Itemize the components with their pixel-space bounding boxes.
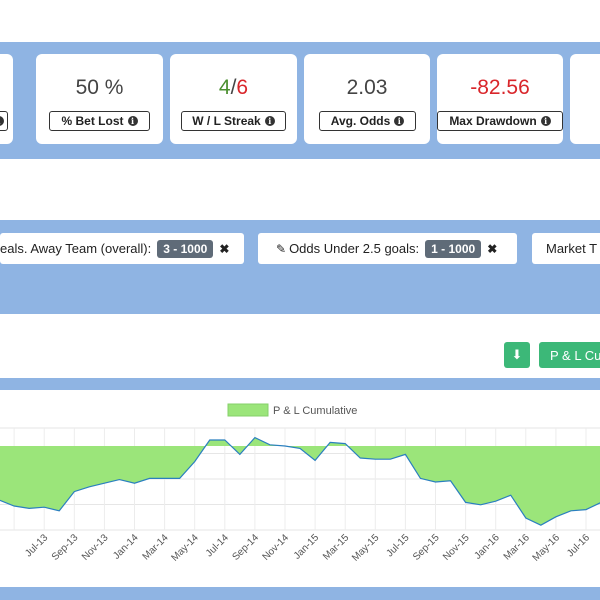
download-icon: ⬇ bbox=[511, 347, 523, 362]
x-tick-label: May-16 bbox=[531, 532, 563, 564]
stat-label-max-drawdown[interactable]: Max Drawdown i bbox=[437, 111, 563, 131]
stat-label-text: Avg. Odds bbox=[330, 114, 391, 128]
x-tick-label: Sep-14 bbox=[230, 532, 261, 563]
stat-label-avg-odds[interactable]: Avg. Odds i bbox=[319, 111, 416, 131]
pnl-area bbox=[0, 437, 600, 526]
filter-badge: 1 - 1000 bbox=[425, 239, 482, 258]
chart-type-button[interactable]: P & L Cu bbox=[539, 342, 600, 368]
x-tick-label: Jan-15 bbox=[292, 532, 322, 562]
x-tick-label: Sep-13 bbox=[50, 532, 81, 563]
x-tick-label: Sep-15 bbox=[411, 532, 442, 563]
pencil-icon: ✎ bbox=[276, 241, 287, 256]
info-icon[interactable]: i bbox=[264, 116, 275, 126]
stat-value-max-drawdown: -82.56 bbox=[470, 76, 530, 99]
filter-text: Odds Under 2.5 goals: bbox=[289, 241, 420, 256]
info-icon[interactable]: i bbox=[394, 116, 405, 126]
x-tick-label: Jan-14 bbox=[111, 532, 141, 562]
stat-label-text: % Bet Lost bbox=[61, 114, 124, 128]
stat-value-wl-streak: 4/6 bbox=[170, 76, 297, 100]
stat-label-text: W / L Streak bbox=[192, 114, 261, 128]
streak-separator: / bbox=[230, 76, 237, 99]
x-tick-label: Mar-14 bbox=[141, 532, 171, 562]
filter-chip-market[interactable]: Market T bbox=[532, 233, 600, 264]
stat-label-partial[interactable]: i bbox=[0, 111, 8, 131]
remove-filter-icon[interactable]: ✖ bbox=[487, 241, 498, 256]
x-tick-label: Mar-16 bbox=[502, 532, 532, 562]
x-tick-label: Nov-13 bbox=[80, 532, 111, 563]
x-tick-label: Nov-14 bbox=[261, 532, 292, 563]
x-tick-label: Nov-15 bbox=[441, 532, 472, 563]
streak-losses: 6 bbox=[236, 76, 249, 99]
x-tick-label: Mar-15 bbox=[321, 532, 351, 562]
x-tick-label: Jul-15 bbox=[384, 532, 411, 559]
filter-chip-away-team[interactable]: eals. Away Team (overall): 3 - 1000 ✖ bbox=[0, 233, 244, 264]
pnl-chart: P & L Cumulative Jul-13 Sep-13 Nov-13 Jan-1… bbox=[0, 403, 600, 564]
legend-label: P & L Cumulative bbox=[273, 405, 357, 417]
streak-wins: 4 bbox=[218, 76, 231, 99]
stat-card-wl-streak: 4/6 W / L Streak i bbox=[170, 54, 297, 144]
remove-filter-icon[interactable]: ✖ bbox=[219, 241, 230, 256]
stat-card-partial-right bbox=[570, 54, 600, 144]
chart-panel: P & L Cumulative Jul-13 Sep-13 Nov-13 Jan-1… bbox=[0, 390, 600, 587]
stat-card-partial-left: i bbox=[0, 54, 13, 144]
filter-text: eals. Away Team (overall): bbox=[0, 241, 152, 256]
filter-badge: 3 - 1000 bbox=[157, 239, 214, 258]
pnl-line bbox=[0, 436, 600, 526]
x-tick-label: May-15 bbox=[350, 532, 382, 564]
stat-label-text: Max Drawdown bbox=[449, 114, 537, 128]
stat-label-bet-lost[interactable]: % Bet Lost i bbox=[49, 111, 150, 131]
stat-card-avg-odds: 2.03 Avg. Odds i bbox=[304, 54, 430, 144]
stat-value-avg-odds: 2.03 bbox=[346, 76, 388, 99]
x-tick-label: Jul-14 bbox=[204, 532, 231, 559]
info-icon[interactable]: i bbox=[127, 116, 138, 126]
legend-swatch[interactable] bbox=[227, 403, 269, 417]
stat-label-wl-streak[interactable]: W / L Streak i bbox=[181, 111, 286, 131]
x-tick-label: Jan-16 bbox=[472, 532, 502, 562]
stat-card-max-drawdown: -82.56 Max Drawdown i bbox=[437, 54, 563, 144]
info-icon[interactable]: i bbox=[0, 116, 4, 126]
x-tick-label: Jul-16 bbox=[565, 532, 592, 559]
x-tick-label: May-14 bbox=[169, 532, 201, 564]
x-tick-label: Jul-13 bbox=[23, 532, 50, 559]
filter-text: Market T bbox=[546, 241, 598, 256]
stat-card-bet-lost: 50 % % Bet Lost i bbox=[36, 54, 163, 144]
filter-chip-odds-under[interactable]: ✎ Odds Under 2.5 goals: 1 - 1000 ✖ bbox=[258, 233, 517, 264]
chart-type-label: P & L Cu bbox=[550, 347, 600, 363]
download-button[interactable]: ⬇ bbox=[504, 342, 530, 368]
stat-value-bet-lost: 50 % bbox=[75, 76, 124, 99]
info-icon[interactable]: i bbox=[540, 116, 551, 126]
